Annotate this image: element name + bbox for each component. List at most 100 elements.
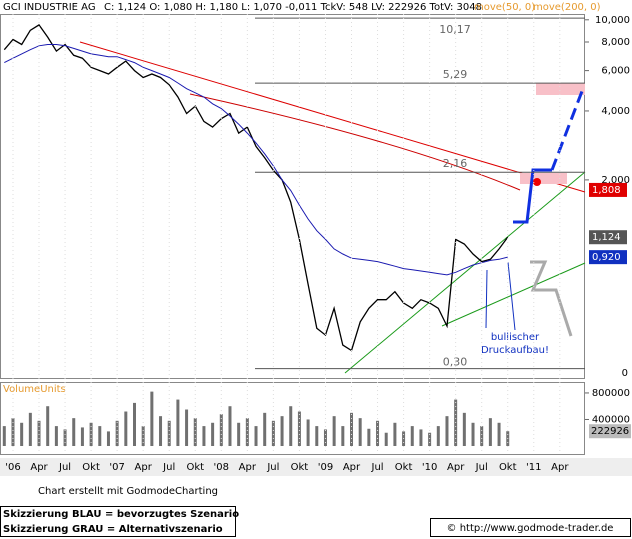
level-label: 10,17	[439, 23, 471, 36]
volume-bar	[202, 426, 206, 446]
x-axis-band	[0, 458, 632, 476]
x-tick-label: Apr	[343, 462, 361, 473]
volume-bar	[471, 422, 475, 446]
volume-bar	[436, 426, 440, 446]
moving-average	[4, 44, 508, 276]
volume-bar	[384, 432, 388, 446]
x-tick-label: '09	[318, 462, 333, 473]
level-label: 5,29	[443, 68, 468, 81]
price-label: 0,920	[592, 252, 621, 263]
support-line	[344, 171, 586, 374]
x-tick-label: Okt	[291, 462, 309, 473]
volume-bar	[480, 426, 484, 446]
x-tick-label: '06	[5, 462, 20, 473]
volume-bar	[341, 426, 345, 446]
volume-bar	[211, 422, 215, 446]
volume-bar	[124, 411, 128, 446]
pointer	[507, 261, 516, 331]
volume-bar	[115, 420, 119, 446]
x-tick-label: '10	[422, 462, 437, 473]
volume-last-label: 222926	[591, 426, 629, 437]
volume-bar	[2, 426, 6, 446]
volume-bar	[497, 422, 501, 446]
volume-bar	[462, 412, 466, 446]
x-tick-label: Jul	[58, 462, 71, 473]
source: © http://www.godmode-trader.de	[447, 523, 614, 534]
indicator-legend: move(200, 0)	[533, 2, 601, 13]
volume-bar	[63, 429, 67, 446]
indicator-legend: move(50, 0)	[474, 2, 535, 13]
y-tick-label: 0	[622, 368, 628, 379]
volume-bar	[289, 406, 293, 446]
x-tick-label: '07	[109, 462, 124, 473]
x-tick-label: '11	[526, 462, 541, 473]
volume-bar	[133, 402, 136, 446]
scenario-blue	[513, 168, 552, 224]
volume-bar	[280, 416, 284, 446]
x-tick-label: Okt	[186, 462, 204, 473]
volume-bar	[193, 418, 197, 446]
volume-bar	[428, 432, 432, 446]
volume-bar	[72, 418, 76, 446]
annotation: bullischer Druckaufbau!	[481, 332, 549, 356]
x-tick-label: '08	[214, 462, 229, 473]
x-tick-label: Apr	[30, 462, 48, 473]
quote: C: 1,124 O: 1,080 H: 1,180 L: 1,070 -0,0…	[104, 2, 482, 13]
note: Skizzierung BLAU = bevorzugtes Szenario	[3, 509, 239, 520]
x-tick-label: Apr	[551, 462, 569, 473]
x-tick-label: Jul	[475, 462, 488, 473]
source-box	[430, 518, 631, 537]
volume-bar	[28, 412, 32, 446]
credit: Chart erstellt mit GodmodeCharting	[38, 486, 218, 497]
volume-bar	[376, 420, 380, 446]
volume-bar	[367, 428, 371, 446]
x-tick-label: Okt	[499, 462, 517, 473]
volume-tick-label: 400000	[592, 414, 630, 425]
y-tick-label: 4,000	[601, 106, 630, 117]
volume-bar	[393, 422, 397, 446]
level-label: 2,16	[443, 157, 468, 170]
volume-bar	[37, 420, 41, 446]
volume-bar	[106, 431, 110, 446]
target-zone	[536, 83, 585, 95]
volume-bar	[167, 420, 171, 446]
volume-bar	[54, 426, 58, 446]
price-box	[589, 182, 627, 197]
volume-bar	[46, 406, 50, 446]
volume-bar	[98, 426, 102, 446]
y-tick-label: 6,000	[601, 66, 630, 77]
volume-label: VolumeUnits	[3, 384, 66, 395]
y-tick-label: 2,000	[601, 175, 630, 186]
volume-bar	[20, 422, 24, 446]
scenario-gray	[530, 260, 573, 337]
volume-bar	[150, 391, 154, 446]
volume-bar	[254, 426, 258, 446]
pointer	[485, 269, 488, 329]
marker	[533, 178, 541, 186]
support-line	[441, 262, 586, 327]
instrument: GCI INDUSTRIE AG	[3, 2, 96, 13]
y-tick-label: 10,000	[595, 15, 630, 26]
notes-box	[0, 506, 236, 537]
volume-bar	[297, 411, 301, 446]
volume-bar	[271, 420, 275, 446]
x-tick-label: Jul	[371, 462, 384, 473]
volume-bar	[488, 418, 492, 446]
volume-bar	[185, 409, 189, 446]
volume-bar	[237, 422, 241, 446]
price-label: 1,808	[592, 185, 621, 196]
volume-bar	[323, 429, 327, 446]
level-label: 0,30	[443, 356, 468, 369]
note: Skizzierung GRAU = Alternativszenario	[3, 524, 223, 535]
volume-last-box	[589, 424, 631, 439]
target-zone	[520, 173, 567, 184]
x-tick-label: Jul	[162, 462, 175, 473]
volume-bar	[11, 418, 15, 446]
volume-bar	[332, 416, 336, 446]
price-box	[589, 250, 627, 265]
volume-tick-label: 800000	[592, 388, 630, 399]
volume-bar	[445, 416, 449, 446]
x-tick-label: Okt	[82, 462, 100, 473]
